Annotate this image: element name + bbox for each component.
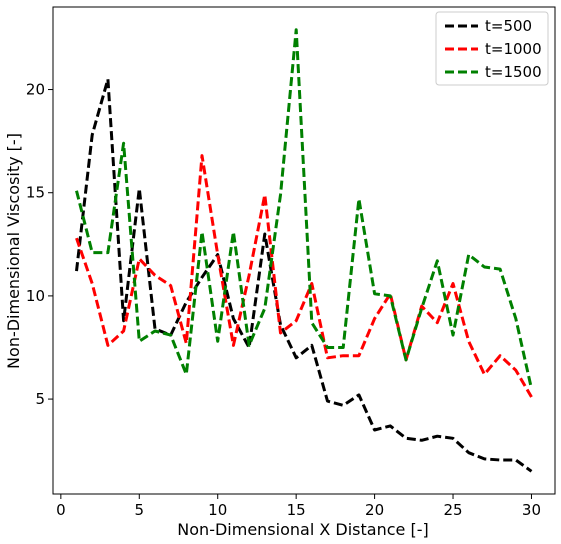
x-tick-label: 10 xyxy=(208,501,227,519)
x-tick-label: 25 xyxy=(443,501,462,519)
y-tick-label: 15 xyxy=(26,184,45,202)
y-tick-label: 20 xyxy=(26,81,45,99)
legend-items: t=500 t=1000 t=1500 xyxy=(445,17,542,81)
series-line-2 xyxy=(75,28,533,390)
x-tick-label: 20 xyxy=(365,501,384,519)
x-axis-ticks: 0 5 10 15 20 25 30 xyxy=(56,494,541,519)
y-axis-title: Non-Dimensional Viscosity [-] xyxy=(4,133,23,369)
legend-label-1: t=1000 xyxy=(485,40,542,58)
x-axis-title: Non-Dimensional X Distance [-] xyxy=(177,520,428,539)
y-tick-label: 10 xyxy=(26,287,45,305)
legend-label-0: t=500 xyxy=(485,17,532,35)
series-line-1 xyxy=(75,154,533,398)
plot-frame xyxy=(52,6,556,495)
legend-box xyxy=(435,11,549,86)
x-tick-label: 30 xyxy=(522,501,541,519)
series-line-0 xyxy=(75,77,533,473)
legend: t=500 t=1000 t=1500 xyxy=(435,11,549,86)
series-layer xyxy=(75,28,533,473)
y-tick-label: 5 xyxy=(35,390,45,408)
x-tick-label: 0 xyxy=(56,501,66,519)
x-tick-label: 15 xyxy=(287,501,306,519)
y-axis-ticks: 5 10 15 20 xyxy=(26,81,53,408)
x-tick-label: 5 xyxy=(135,501,145,519)
legend-label-2: t=1500 xyxy=(485,63,542,81)
